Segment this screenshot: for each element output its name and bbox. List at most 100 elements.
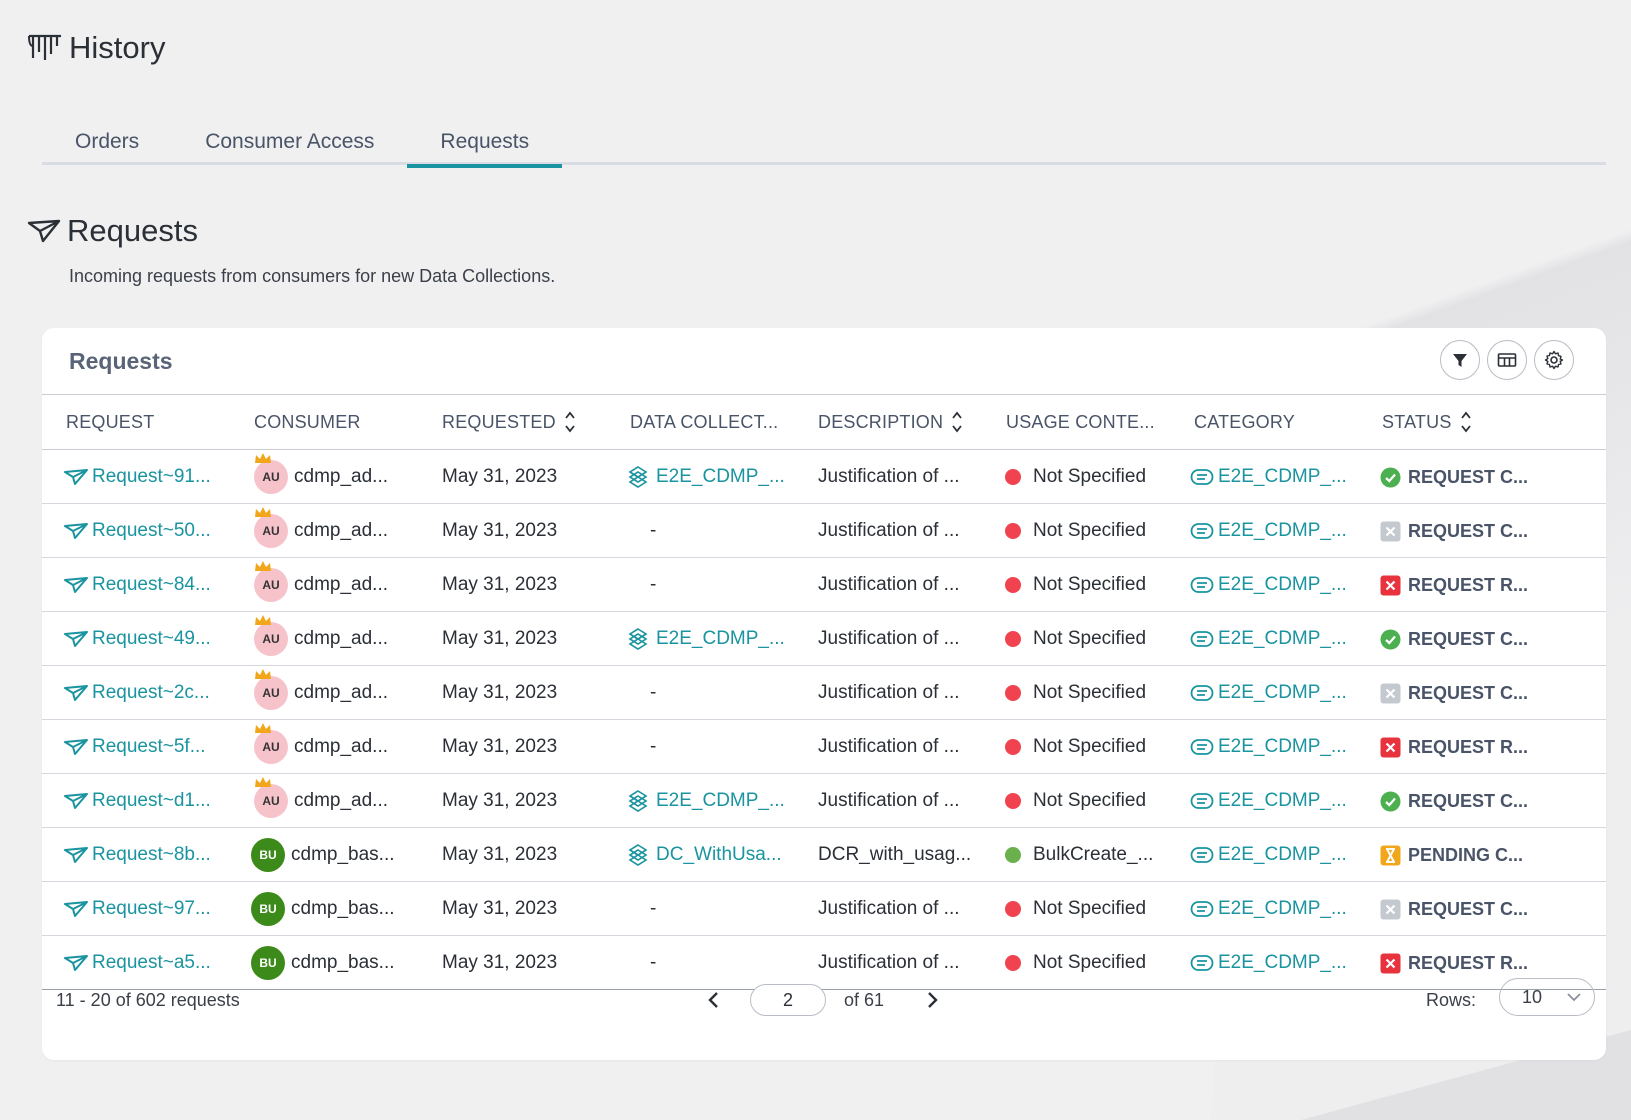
status-cell: REQUEST R... bbox=[1380, 936, 1528, 990]
column-header-description[interactable]: DESCRIPTION bbox=[818, 395, 963, 449]
request-link[interactable]: Request~a5... bbox=[92, 952, 211, 973]
category-link[interactable]: E2E_CDMP_... bbox=[1218, 520, 1347, 541]
crown-icon bbox=[255, 561, 271, 571]
previous-page-button[interactable] bbox=[694, 980, 734, 1020]
description-cell: Justification of ... bbox=[818, 936, 960, 990]
avatar-initials: BU bbox=[259, 902, 277, 916]
category-link[interactable]: E2E_CDMP_... bbox=[1218, 952, 1347, 973]
rows-per-page-select[interactable]: 10 bbox=[1499, 978, 1595, 1016]
filter-button[interactable] bbox=[1440, 340, 1480, 380]
column-header-category[interactable]: CATEGORY bbox=[1194, 395, 1295, 449]
table-row[interactable]: Request~d1... AU cdmp_ad... May 31, 2023… bbox=[42, 774, 1606, 828]
filter-icon bbox=[1453, 354, 1467, 367]
requested-date: May 31, 2023 bbox=[442, 898, 558, 919]
data-collection-link[interactable]: E2E_CDMP_... bbox=[656, 466, 785, 487]
column-header-consumer[interactable]: CONSUMER bbox=[254, 395, 361, 449]
pagination: of 61 bbox=[694, 980, 952, 1020]
category-link[interactable]: E2E_CDMP_... bbox=[1218, 736, 1347, 757]
usage-context-text: Not Specified bbox=[1033, 466, 1147, 487]
request-link[interactable]: Request~84... bbox=[92, 574, 211, 595]
data-collection-icon bbox=[628, 844, 648, 866]
data-collection-empty: - bbox=[650, 682, 657, 703]
usage-context-cell: Not Specified bbox=[1005, 774, 1146, 828]
category-link[interactable]: E2E_CDMP_... bbox=[1218, 898, 1347, 919]
avatar: BU bbox=[251, 838, 285, 872]
description-text: Justification of ... bbox=[818, 574, 960, 595]
tab-label: Consumer Access bbox=[205, 130, 375, 153]
columns-button[interactable] bbox=[1487, 340, 1527, 380]
cancelled-icon bbox=[1380, 521, 1401, 541]
check-circle-icon bbox=[1380, 629, 1401, 649]
category-link[interactable]: E2E_CDMP_... bbox=[1218, 844, 1347, 865]
description-cell: Justification of ... bbox=[818, 666, 960, 720]
request-link[interactable]: Request~2c... bbox=[92, 682, 210, 703]
data-collection-link[interactable]: E2E_CDMP_... bbox=[656, 790, 785, 811]
page-number-input[interactable] bbox=[750, 984, 826, 1016]
rejected-icon bbox=[1380, 575, 1401, 595]
request-link[interactable]: Request~50... bbox=[92, 520, 211, 541]
request-link[interactable]: Request~91... bbox=[92, 466, 211, 487]
request-cell: Request~a5... bbox=[64, 936, 211, 990]
data-collection-cell: - bbox=[650, 720, 656, 774]
column-label: USAGE CONTE... bbox=[1006, 411, 1155, 432]
table-row[interactable]: Request~97... BU cdmp_bas... May 31, 202… bbox=[42, 882, 1606, 936]
category-link[interactable]: E2E_CDMP_... bbox=[1218, 790, 1347, 811]
data-collection-link[interactable]: E2E_CDMP_... bbox=[656, 628, 785, 649]
consumer-name: cdmp_ad... bbox=[294, 466, 388, 487]
data-collection-cell: E2E_CDMP_... bbox=[627, 450, 785, 504]
column-header-request[interactable]: REQUEST bbox=[66, 395, 154, 449]
crown-icon bbox=[255, 669, 271, 679]
request-cell: Request~2c... bbox=[64, 666, 210, 720]
request-link[interactable]: Request~49... bbox=[92, 628, 211, 649]
request-link[interactable]: Request~d1... bbox=[92, 790, 211, 811]
data-collection-link[interactable]: DC_WithUsa... bbox=[656, 844, 782, 865]
sort-icon[interactable] bbox=[951, 409, 963, 435]
description-text: Justification of ... bbox=[818, 520, 960, 541]
avatar-initials: AU bbox=[262, 740, 280, 754]
column-header-requested[interactable]: REQUESTED bbox=[442, 395, 576, 449]
usage-status-dot bbox=[1005, 631, 1021, 647]
description-text: Justification of ... bbox=[818, 790, 960, 811]
table-row[interactable]: Request~a5... BU cdmp_bas... May 31, 202… bbox=[42, 936, 1606, 990]
table-row[interactable]: Request~49... AU cdmp_ad... May 31, 2023… bbox=[42, 612, 1606, 666]
tab-consumer-access[interactable]: Consumer Access bbox=[172, 120, 407, 165]
request-cell: Request~d1... bbox=[64, 774, 211, 828]
next-page-button[interactable] bbox=[912, 980, 952, 1020]
sort-icon[interactable] bbox=[1460, 409, 1472, 435]
column-label: CONSUMER bbox=[254, 411, 361, 432]
category-link[interactable]: E2E_CDMP_... bbox=[1218, 466, 1347, 487]
table-row[interactable]: Request~5f... AU cdmp_ad... May 31, 2023… bbox=[42, 720, 1606, 774]
table-row[interactable]: Request~2c... AU cdmp_ad... May 31, 2023… bbox=[42, 666, 1606, 720]
category-link[interactable]: E2E_CDMP_... bbox=[1218, 682, 1347, 703]
request-link[interactable]: Request~97... bbox=[92, 898, 211, 919]
category-cell: E2E_CDMP_... bbox=[1190, 504, 1347, 558]
requested-cell: May 31, 2023 bbox=[442, 828, 557, 882]
data-collection-cell: - bbox=[650, 936, 656, 990]
column-label: CATEGORY bbox=[1194, 411, 1295, 432]
section-description: Incoming requests from consumers for new… bbox=[69, 266, 556, 286]
category-cell: E2E_CDMP_... bbox=[1190, 720, 1347, 774]
table-header: REQUEST CONSUMER REQUESTED DATA COLLECT.… bbox=[42, 394, 1606, 450]
column-header-status[interactable]: STATUS bbox=[1382, 395, 1472, 449]
request-link[interactable]: Request~8b... bbox=[92, 844, 211, 865]
table-row[interactable]: Request~50... AU cdmp_ad... May 31, 2023… bbox=[42, 504, 1606, 558]
status-cell: PENDING C... bbox=[1380, 828, 1523, 882]
tab-orders[interactable]: Orders bbox=[42, 120, 172, 165]
table-row[interactable]: Request~91... AU cdmp_ad... May 31, 2023… bbox=[42, 450, 1606, 504]
description-text: Justification of ... bbox=[818, 898, 960, 919]
category-link[interactable]: E2E_CDMP_... bbox=[1218, 574, 1347, 595]
table-row[interactable]: Request~84... AU cdmp_ad... May 31, 2023… bbox=[42, 558, 1606, 612]
column-header-usage-context[interactable]: USAGE CONTE... bbox=[1006, 395, 1155, 449]
table-row[interactable]: Request~8b... BU cdmp_bas... May 31, 202… bbox=[42, 828, 1606, 882]
chevron-left-icon bbox=[708, 992, 718, 1008]
cancelled-icon bbox=[1380, 899, 1401, 919]
sort-icon[interactable] bbox=[564, 409, 576, 435]
request-link[interactable]: Request~5f... bbox=[92, 736, 206, 757]
category-link[interactable]: E2E_CDMP_... bbox=[1218, 628, 1347, 649]
consumer-name: cdmp_bas... bbox=[291, 898, 395, 919]
tab-requests[interactable]: Requests bbox=[407, 120, 562, 168]
usage-context-cell: Not Specified bbox=[1005, 882, 1146, 936]
settings-button[interactable] bbox=[1534, 340, 1574, 380]
consumer-cell: BU cdmp_bas... bbox=[251, 828, 395, 882]
column-header-data-collection[interactable]: DATA COLLECT... bbox=[630, 395, 778, 449]
